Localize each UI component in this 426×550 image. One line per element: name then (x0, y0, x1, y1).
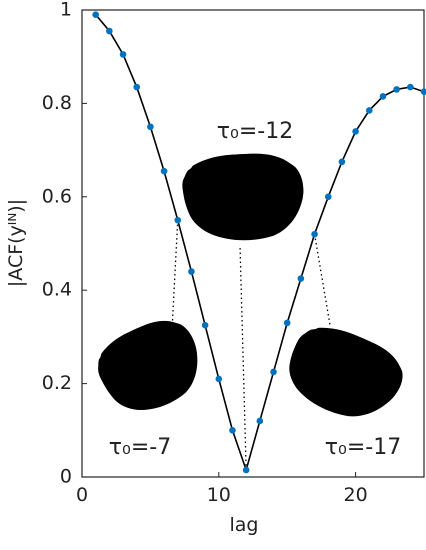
y-tick-label: 0.6 (42, 185, 72, 207)
annotation: τ₀=-7 (109, 435, 171, 460)
marker (215, 375, 223, 383)
marker (160, 167, 168, 175)
attractor-inset (88, 146, 415, 429)
x-tick-label: 0 (76, 484, 88, 506)
marker (147, 123, 154, 131)
marker (379, 93, 387, 100)
marker (256, 417, 264, 425)
connector (239, 244, 247, 471)
connector (171, 220, 179, 331)
marker (92, 11, 99, 18)
y-tick-label: 0.2 (42, 372, 72, 394)
plot-frame (81, 9, 425, 478)
marker (174, 216, 182, 224)
x-axis-label: lag (230, 514, 259, 536)
marker (106, 27, 113, 35)
marker (338, 158, 346, 166)
y-tick-label: 0 (60, 466, 72, 488)
connector (313, 234, 331, 326)
y-tick-label: 0.4 (42, 279, 72, 301)
x-tick-label: 10 (207, 484, 231, 506)
marker (188, 268, 195, 275)
marker (270, 368, 277, 376)
marker (133, 83, 141, 91)
marker (242, 466, 250, 474)
marker (201, 321, 209, 329)
annotation: τ₀=-17 (325, 435, 401, 460)
marker (229, 427, 236, 434)
marker (420, 88, 426, 96)
marker (393, 86, 400, 93)
marker (352, 128, 359, 135)
annotation: τ₀=-12 (217, 119, 293, 144)
marker (283, 319, 291, 327)
marker (297, 275, 305, 282)
y-axis-label: |ACF(yᴵᴺ)| (5, 199, 27, 287)
marker (119, 51, 127, 58)
marker (407, 83, 414, 91)
marker (365, 107, 373, 114)
y-tick-label: 1 (60, 0, 72, 21)
y-tick-label: 0.8 (42, 92, 72, 114)
x-tick-label: 20 (344, 484, 368, 506)
marker (324, 193, 332, 201)
marker (311, 230, 318, 238)
